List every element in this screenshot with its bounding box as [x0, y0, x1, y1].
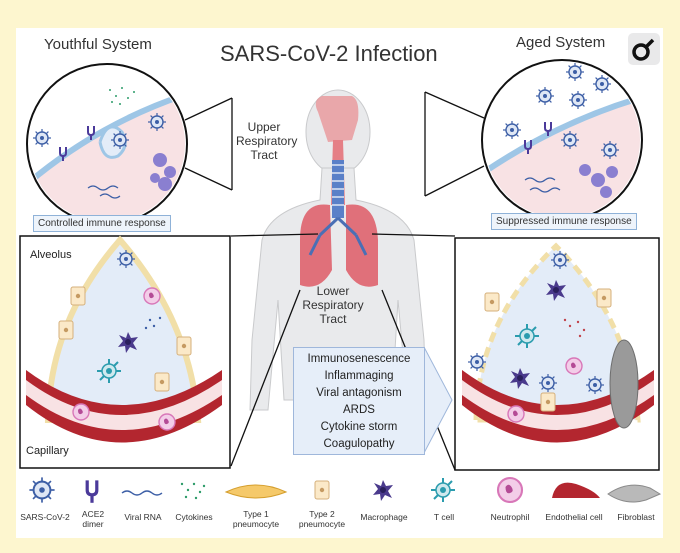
- upper-tract-label: Upper Respiratory Tract: [236, 120, 298, 162]
- effect-item: Inflammaging: [324, 370, 394, 382]
- logo-icon: [628, 33, 660, 65]
- suppressed-response-badge: Suppressed immune response: [491, 213, 637, 230]
- controlled-response-badge: Controlled immune response: [33, 215, 171, 232]
- legend-label-type2: Type 2 pneumocyte: [298, 509, 346, 529]
- lower-tract-label: Lower Respiratory Tract: [302, 284, 364, 326]
- legend-icons: [28, 476, 662, 504]
- legend-label-virus: SARS-CoV-2: [20, 512, 70, 522]
- effects-arrow: [423, 346, 453, 454]
- alveolus-label: Alveolus: [30, 249, 72, 261]
- legend-label-endothelial: Endothelial cell: [545, 512, 603, 522]
- effect-item: ARDS: [343, 404, 375, 416]
- connector-lines: [184, 91, 485, 471]
- age-effects-box: Immunosenescence Inflammaging Viral anta…: [293, 347, 425, 455]
- effect-item: Viral antagonism: [316, 387, 402, 399]
- youthful-header: Youthful System: [44, 36, 152, 53]
- effect-item: Coagulopathy: [323, 438, 395, 450]
- youthful-alveolus-inset: [19, 235, 231, 469]
- human-body-icon: [249, 89, 427, 411]
- legend-label-type1: Type 1 pneumocyte: [232, 509, 280, 529]
- aged-upper-tract-inset: [481, 59, 643, 221]
- legend-label-ace2: ACE2 dimer: [81, 509, 105, 529]
- aged-header: Aged System: [516, 34, 606, 51]
- capillary-label: Capillary: [26, 445, 69, 457]
- effect-item: Immunosenescence: [307, 353, 411, 365]
- effect-item: Cytokine storm: [320, 421, 398, 433]
- youthful-upper-tract-inset: [26, 63, 188, 225]
- legend-label-viral-rna: Viral RNA: [124, 512, 162, 522]
- legend-label-tcell: T cell: [433, 512, 455, 522]
- aged-alveolus-inset: [454, 237, 660, 471]
- legend-label-macrophage: Macrophage: [360, 512, 408, 522]
- figure-title: SARS-CoV-2 Infection: [220, 41, 438, 66]
- legend-label-cytokines: Cytokines: [175, 512, 213, 522]
- female-symbol-icon: [632, 38, 655, 61]
- legend-label-neutrophil: Neutrophil: [490, 512, 530, 522]
- legend-label-fibroblast: Fibroblast: [617, 512, 655, 522]
